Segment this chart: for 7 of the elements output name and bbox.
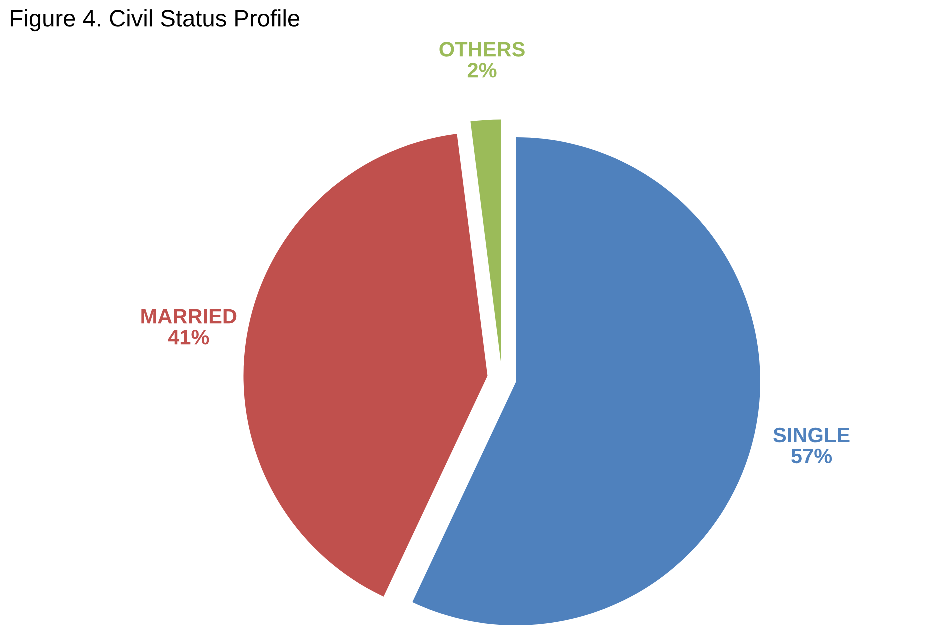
data-label: 2% bbox=[468, 63, 497, 78]
slice-label: OTHERS bbox=[440, 42, 525, 57]
data-label: 57% bbox=[792, 448, 832, 464]
slice-label: MARRIED bbox=[142, 309, 237, 324]
slice-label: SINGLE bbox=[774, 428, 850, 443]
chart-title: Figure 4. Civil Status Profile bbox=[11, 10, 300, 32]
data-label: 41% bbox=[168, 330, 210, 345]
